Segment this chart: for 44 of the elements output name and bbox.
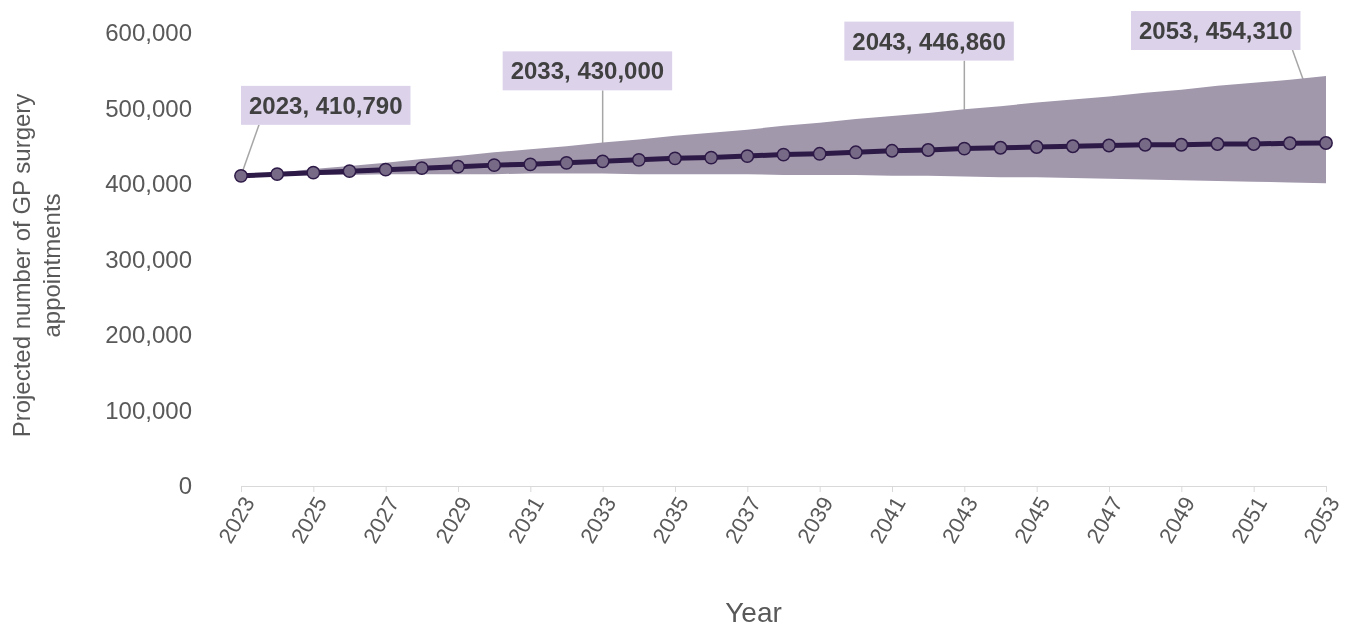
y-tick-label: 600,000	[105, 19, 192, 47]
point	[451, 159, 465, 174]
point	[1319, 136, 1333, 150]
point	[1282, 136, 1297, 151]
point	[1102, 138, 1116, 153]
point	[270, 167, 285, 182]
point	[848, 145, 863, 160]
point	[668, 151, 682, 166]
point	[885, 143, 899, 158]
y-tick-label: 500,000	[105, 94, 192, 122]
point	[957, 141, 972, 156]
y-tick-label: 400,000	[105, 170, 192, 198]
point	[1138, 137, 1153, 152]
point	[704, 150, 719, 165]
point	[1029, 140, 1044, 154]
y-tick-label: 100,000	[105, 396, 192, 424]
point	[595, 154, 610, 169]
point	[1246, 137, 1261, 151]
point	[1065, 139, 1080, 154]
point	[342, 164, 357, 179]
point	[921, 143, 936, 157]
annotation: 2043, 446,860	[852, 27, 1006, 55]
point	[1174, 137, 1189, 152]
y-tick-label: 300,000	[105, 245, 192, 273]
point	[993, 140, 1008, 155]
y-tick-label: 200,000	[105, 321, 192, 349]
point	[559, 155, 574, 170]
annotation: 2023, 410,790	[249, 91, 403, 119]
annotation: 2053, 454,310	[1139, 17, 1293, 44]
point	[1210, 137, 1225, 151]
point	[414, 161, 429, 176]
y-tick-label: 0	[178, 472, 192, 500]
y-axis-title: Projected number of GP surgery appointments	[8, 93, 65, 438]
point	[812, 146, 827, 161]
point	[631, 152, 646, 167]
point	[776, 147, 791, 162]
point	[523, 157, 538, 172]
point	[378, 162, 393, 177]
point	[306, 165, 321, 180]
point	[487, 158, 502, 173]
annotation: 2033, 430,000	[510, 57, 665, 85]
point	[234, 168, 248, 183]
x-axis-title: Year	[725, 597, 782, 628]
point	[740, 149, 755, 163]
